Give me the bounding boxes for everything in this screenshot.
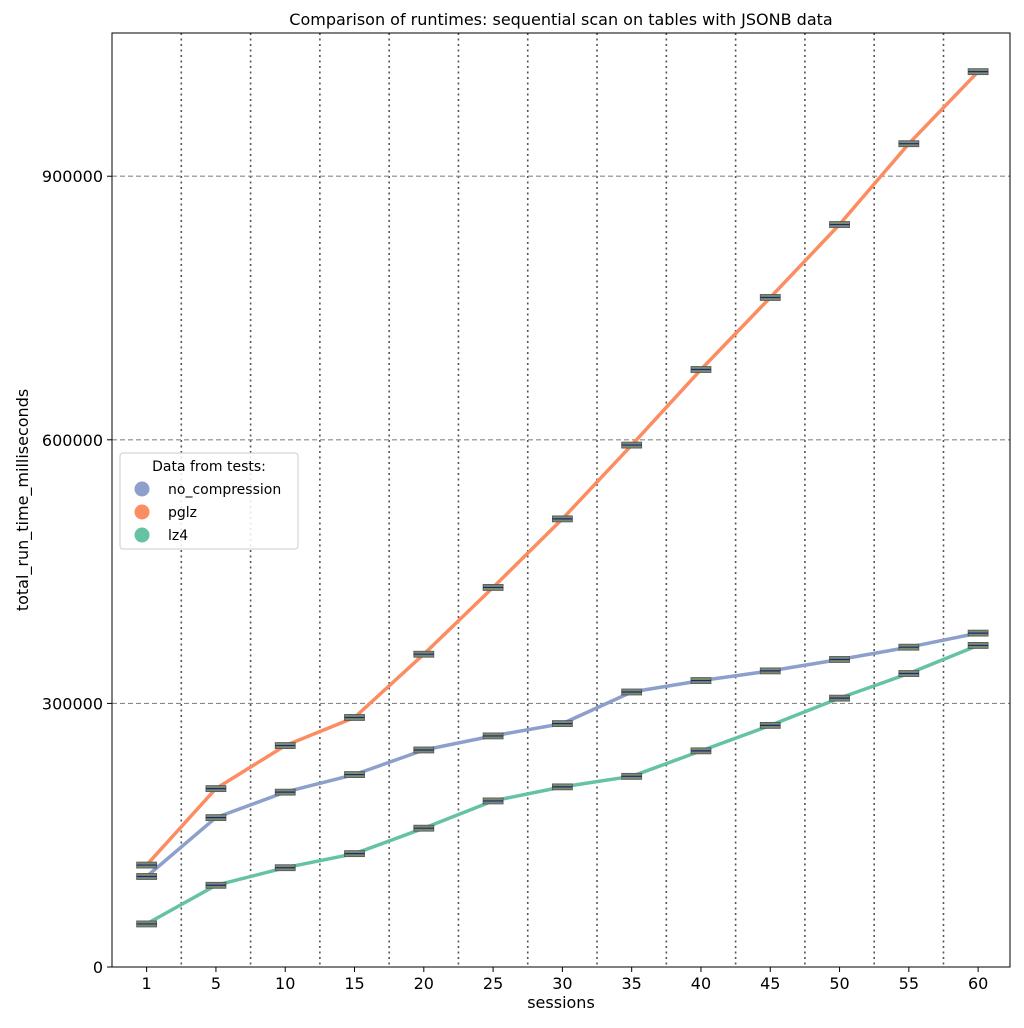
x-tick-label: 1: [142, 974, 152, 993]
legend-swatch-lz4: [134, 527, 150, 543]
y-tick-label: 900000: [42, 167, 103, 186]
legend-label-pglz: pglz: [168, 505, 197, 521]
chart-title: Comparison of runtimes: sequential scan …: [289, 10, 832, 29]
y-tick-label: 600000: [42, 431, 103, 450]
legend-swatch-no_compression: [134, 481, 150, 497]
x-axis-label: sessions: [527, 993, 595, 1012]
legend-label-lz4: lz4: [168, 528, 188, 544]
x-tick-label: 55: [899, 974, 919, 993]
x-tick-label: 45: [760, 974, 780, 993]
marker-layer: [136, 68, 989, 928]
x-tick-label: 30: [552, 974, 572, 993]
y-tick-label: 300000: [42, 694, 103, 713]
plot-frame: [111, 32, 1011, 968]
x-tick-label: 20: [414, 974, 434, 993]
legend-label-no_compression: no_compression: [168, 482, 281, 498]
grid-layer: [112, 33, 1010, 967]
legend-swatch-pglz: [134, 504, 150, 520]
x-tick-label: 60: [968, 974, 988, 993]
x-tick-label: 25: [483, 974, 503, 993]
x-tick-label: 35: [621, 974, 641, 993]
y-axis-label: total_run_time_milliseconds: [13, 389, 33, 611]
x-tick-label: 15: [344, 974, 364, 993]
y-tick-label: 0: [93, 958, 103, 977]
x-tick-label: 5: [211, 974, 221, 993]
legend-title: Data from tests:: [152, 459, 266, 475]
x-tick-label: 50: [829, 974, 849, 993]
legend-box: [119, 452, 299, 550]
x-tick-label: 10: [275, 974, 295, 993]
x-tick-label: 40: [691, 974, 711, 993]
